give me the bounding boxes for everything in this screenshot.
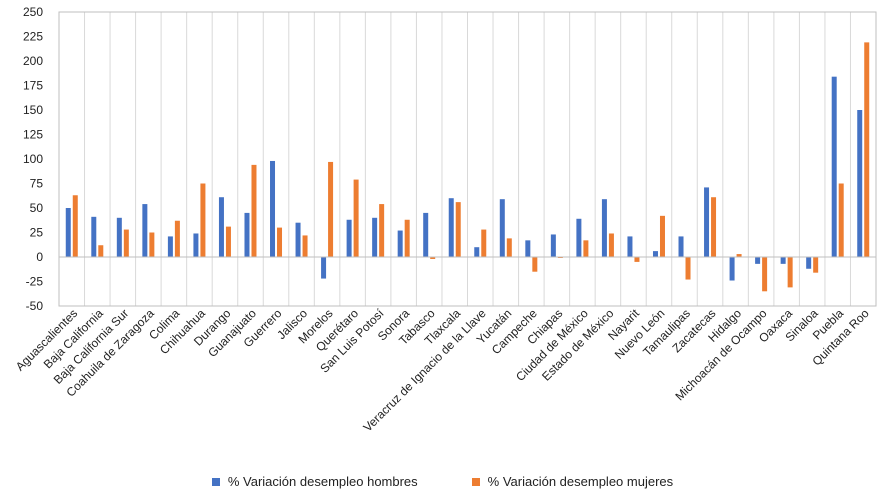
y-tick-label: 250 [23,5,43,19]
bar-mujeres [838,183,844,257]
bar-mujeres [225,226,231,257]
bar-hombres [91,216,97,257]
bar-hombres [346,219,352,257]
bar-mujeres [302,235,308,257]
bar-mujeres [430,257,436,259]
bar-hombres [678,236,684,257]
legend-item-mujeres: % Variación desempleo mujeres [471,474,674,489]
bar-mujeres [659,215,665,257]
bar-hombres [601,199,607,257]
bar-chart: -50 -25 0 25 50 75 100 125 150 175 200 225 250 Aguas… [13,5,877,435]
bar-hombres [474,247,480,257]
bar-mujeres [685,257,691,280]
bar-mujeres [813,257,819,273]
bar-mujeres [481,229,487,257]
bar-mujeres [608,233,614,257]
legend-swatch-mujeres [471,477,480,486]
bar-hombres [448,198,454,257]
legend-label-hombres: % Variación desempleo hombres [227,474,418,489]
bar-mujeres [455,202,461,257]
y-tick-label: 200 [23,54,43,68]
bar-mujeres [634,257,640,262]
legend-swatch-hombres [211,477,220,486]
y-tick-label: 175 [23,79,43,93]
y-tick-label: 225 [23,30,43,44]
bar-hombres [780,257,786,264]
bar-hombres [652,251,658,257]
y-axis-ticks: -50 -25 0 25 50 75 100 125 150 175 200 225 250 [23,5,43,313]
bar-hombres [142,204,148,257]
bar-mujeres [72,195,78,257]
bar-hombres [550,234,556,257]
bar-hombres [525,240,531,257]
legend-label-mujeres: % Variación desempleo mujeres [487,474,674,489]
y-tick-label: 100 [23,152,43,166]
legend: % Variación desempleo hombres % Variació… [0,474,885,489]
bar-mujeres [506,238,512,257]
bar-mujeres [736,254,742,257]
bar-hombres [372,217,378,257]
bar-mujeres [174,220,180,257]
bar-hombres [244,212,250,257]
bar-hombres [499,199,505,257]
bar-hombres [576,218,582,257]
bar-mujeres [864,42,870,257]
y-tick-label: 75 [30,177,44,191]
bar-mujeres [149,232,155,257]
bar-mujeres [711,197,717,257]
bar-mujeres [762,257,768,292]
bar-mujeres [787,257,793,288]
bar-mujeres [200,183,206,257]
y-tick-label: 50 [30,201,44,215]
bar-hombres [423,212,429,257]
bar-hombres [397,230,403,257]
bar-hombres [295,222,301,257]
bar-hombres [831,76,837,258]
bar-hombres [755,257,761,264]
y-tick-label: -25 [26,275,44,289]
bar-mujeres [532,257,538,272]
bar-hombres [704,187,710,257]
bar-hombres [218,197,224,257]
bar-hombres [857,110,863,257]
bar-mujeres [353,179,359,257]
y-tick-label: 0 [36,250,43,264]
bar-hombres [270,160,276,257]
bar-hombres [193,233,199,257]
y-tick-label: 150 [23,103,43,117]
plot-area-frame [58,11,877,307]
bar-mujeres [98,245,104,257]
bar-mujeres [251,164,257,257]
y-tick-label: 125 [23,128,43,142]
bar-mujeres [583,240,589,257]
bar-mujeres [379,204,385,257]
bar-hombres [806,257,812,269]
bar-hombres [65,208,71,257]
y-tick-label: -50 [26,299,44,313]
bar-hombres [116,217,122,257]
y-tick-label: 25 [30,226,44,240]
legend-item-hombres: % Variación desempleo hombres [211,474,418,489]
bar-hombres [729,257,735,281]
bar-mujeres [404,219,410,257]
bars-group [65,42,870,292]
category-gridlines [84,12,851,306]
bar-mujeres [328,161,334,257]
bar-hombres [167,236,173,257]
bar-hombres [627,236,633,257]
bar-hombres [321,257,327,279]
bar-mujeres [123,229,129,257]
bar-mujeres [277,227,283,257]
